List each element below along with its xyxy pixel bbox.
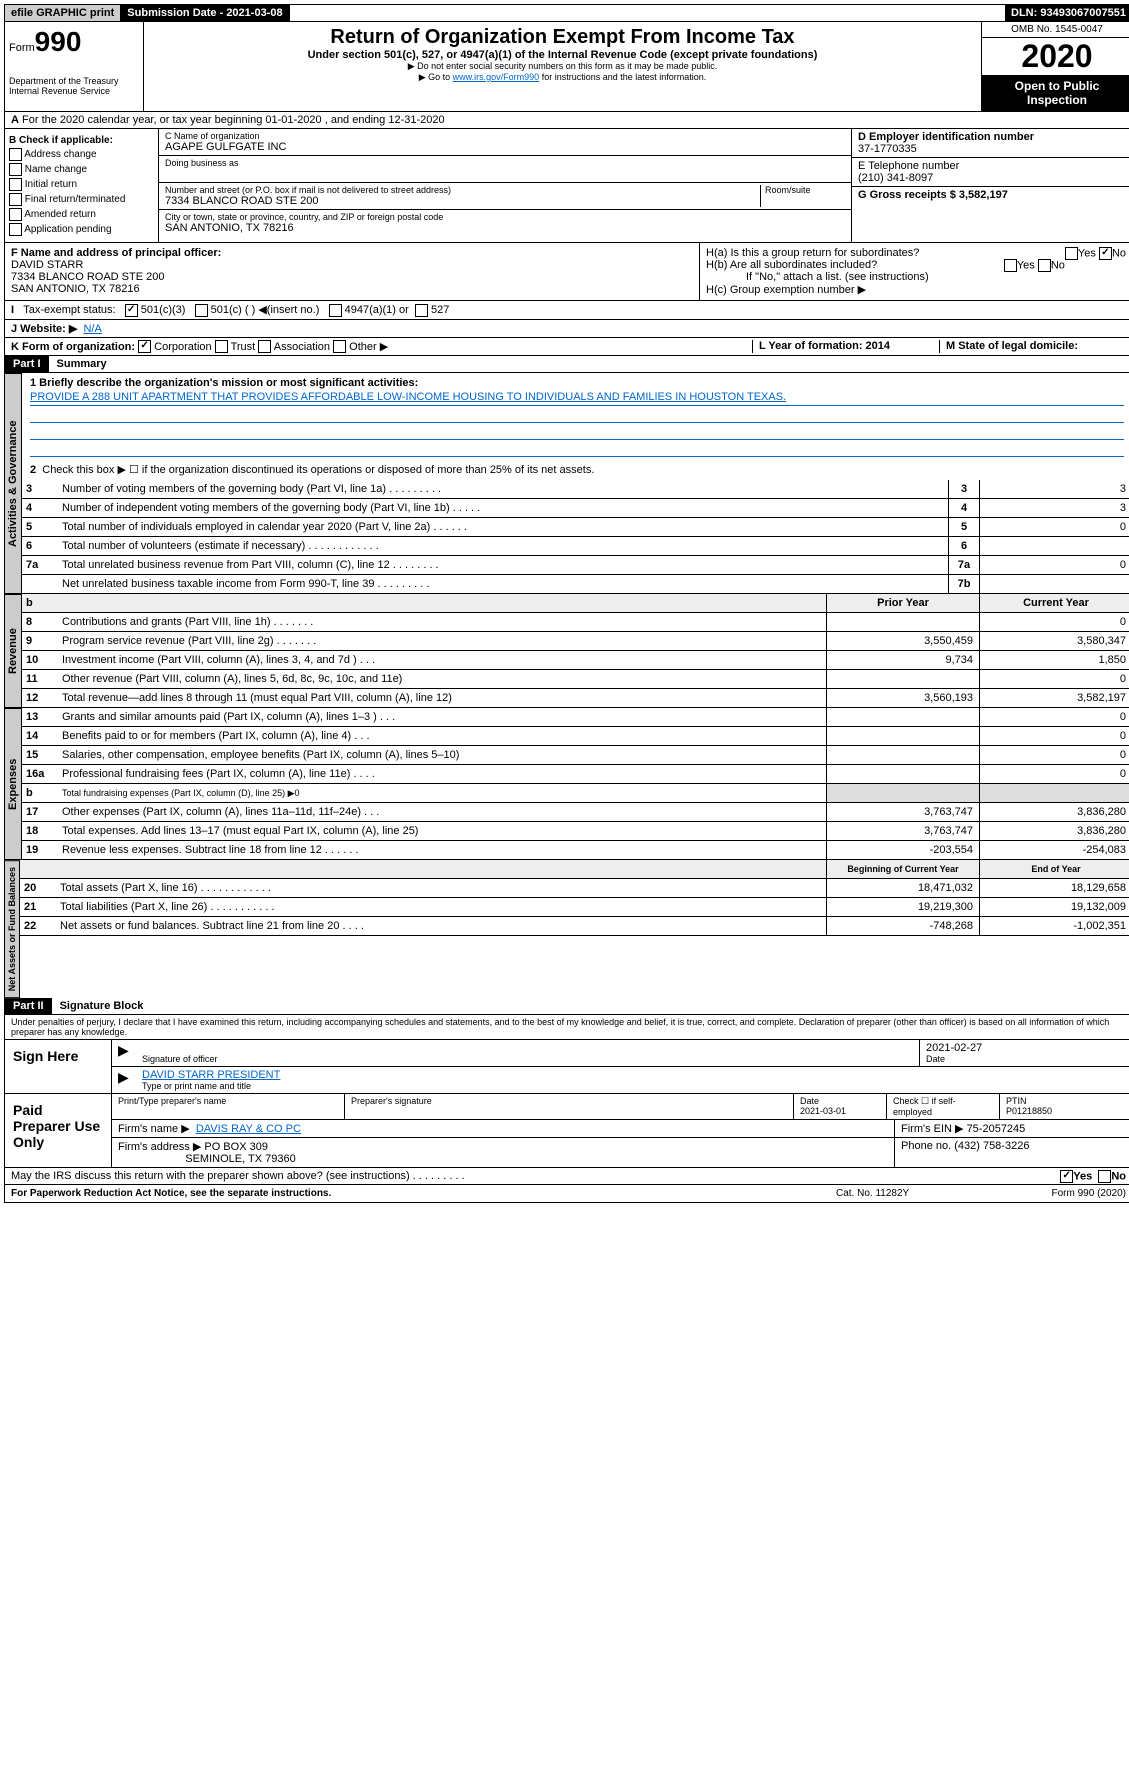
table-row: 4Number of independent voting members of…: [22, 499, 1129, 518]
note-ssn: ▶ Do not enter social security numbers o…: [152, 61, 973, 72]
top-bar: efile GRAPHIC print Submission Date - 20…: [4, 4, 1129, 22]
perjury-text: Under penalties of perjury, I declare th…: [4, 1015, 1129, 1040]
table-row: 20Total assets (Part X, line 16) . . . .…: [20, 879, 1129, 898]
org-name: AGAPE GULFGATE INC: [165, 141, 845, 153]
table-row: 7aTotal unrelated business revenue from …: [22, 556, 1129, 575]
table-row: 14Benefits paid to or for members (Part …: [22, 727, 1129, 746]
paid-preparer: Paid Preparer Use Only Print/Type prepar…: [4, 1094, 1129, 1168]
part1-header: Part I Summary: [4, 356, 1129, 373]
ein: 37-1770335: [858, 143, 1126, 155]
phone: (210) 341-8097: [858, 172, 1126, 184]
section-c: C Name of organization AGAPE GULFGATE IN…: [159, 129, 852, 242]
tax-year: 2020: [982, 38, 1129, 75]
table-row: Net unrelated business taxable income fr…: [22, 575, 1129, 594]
section-j: J Website: ▶ N/A: [4, 320, 1129, 338]
section-de: D Employer identification number 37-1770…: [852, 129, 1129, 242]
sign-here: Sign Here ▶ Signature of officer 2021-02…: [4, 1040, 1129, 1094]
table-row: 16aProfessional fundraising fees (Part I…: [22, 765, 1129, 784]
table-row: 9Program service revenue (Part VIII, lin…: [22, 632, 1129, 651]
form-subtitle: Under section 501(c), 527, or 4947(a)(1)…: [152, 49, 973, 61]
mission-text: PROVIDE A 288 UNIT APARTMENT THAT PROVID…: [30, 391, 1124, 406]
part2-header: Part II Signature Block: [4, 998, 1129, 1015]
submission-date: Submission Date - 2021-03-08: [121, 5, 289, 21]
vtab-net: Net Assets or Fund Balances: [4, 860, 20, 998]
table-row: 21Total liabilities (Part X, line 26) . …: [20, 898, 1129, 917]
omb-number: OMB No. 1545-0047: [982, 22, 1129, 38]
open-public: Open to Public Inspection: [982, 75, 1129, 111]
form-number: 990: [35, 26, 82, 57]
table-row: 19Revenue less expenses. Subtract line 1…: [22, 841, 1129, 860]
table-row: 18Total expenses. Add lines 13–17 (must …: [22, 822, 1129, 841]
table-row: 8Contributions and grants (Part VIII, li…: [22, 613, 1129, 632]
dept-label: Department of the TreasuryInternal Reven…: [9, 76, 139, 96]
efile-btn[interactable]: efile GRAPHIC print: [5, 5, 121, 21]
website: N/A: [83, 323, 101, 335]
org-address: 7334 BLANCO ROAD STE 200: [165, 195, 760, 207]
section-h: H(a) Is this a group return for subordin…: [700, 243, 1129, 300]
form-title: Return of Organization Exempt From Incom…: [152, 26, 973, 49]
table-row: 3Number of voting members of the governi…: [22, 480, 1129, 499]
section-klm: K Form of organization: ✓ Corporation Tr…: [4, 338, 1129, 357]
table-row: 5Total number of individuals employed in…: [22, 518, 1129, 537]
vtab-governance: Activities & Governance: [4, 373, 22, 594]
dln: DLN: 93493067007551: [1005, 5, 1129, 21]
vtab-revenue: Revenue: [4, 594, 22, 708]
org-city: SAN ANTONIO, TX 78216: [165, 222, 845, 234]
form-label: Form: [9, 42, 35, 54]
form-header: Form990 Department of the TreasuryIntern…: [4, 22, 1129, 112]
table-row: 12Total revenue—add lines 8 through 11 (…: [22, 689, 1129, 708]
table-row: 17Other expenses (Part IX, column (A), l…: [22, 803, 1129, 822]
vtab-expenses: Expenses: [4, 708, 22, 860]
section-i: I Tax-exempt status: ✓ 501(c)(3) 501(c) …: [4, 301, 1129, 320]
section-fh: F Name and address of principal officer:…: [4, 243, 1129, 301]
table-row: 15Salaries, other compensation, employee…: [22, 746, 1129, 765]
note-link: ▶ Go to www.irs.gov/Form990 for instruct…: [152, 72, 973, 83]
discuss-row: May the IRS discuss this return with the…: [4, 1168, 1129, 1185]
footer: For Paperwork Reduction Act Notice, see …: [4, 1185, 1129, 1203]
line-a: A For the 2020 calendar year, or tax yea…: [4, 112, 1129, 129]
part1-body: Activities & Governance 1 Briefly descri…: [4, 373, 1129, 594]
section-f: F Name and address of principal officer:…: [5, 243, 700, 300]
gross-receipts: G Gross receipts $ 3,582,197: [858, 189, 1008, 201]
table-row: 22Net assets or fund balances. Subtract …: [20, 917, 1129, 936]
table-row: 10Investment income (Part VIII, column (…: [22, 651, 1129, 670]
table-row: 6Total number of volunteers (estimate if…: [22, 537, 1129, 556]
irs-link[interactable]: www.irs.gov/Form990: [453, 72, 540, 82]
section-bcde: B Check if applicable: Address change Na…: [4, 129, 1129, 243]
section-b: B Check if applicable: Address change Na…: [5, 129, 159, 242]
table-row: 13Grants and similar amounts paid (Part …: [22, 708, 1129, 727]
table-row: 11Other revenue (Part VIII, column (A), …: [22, 670, 1129, 689]
